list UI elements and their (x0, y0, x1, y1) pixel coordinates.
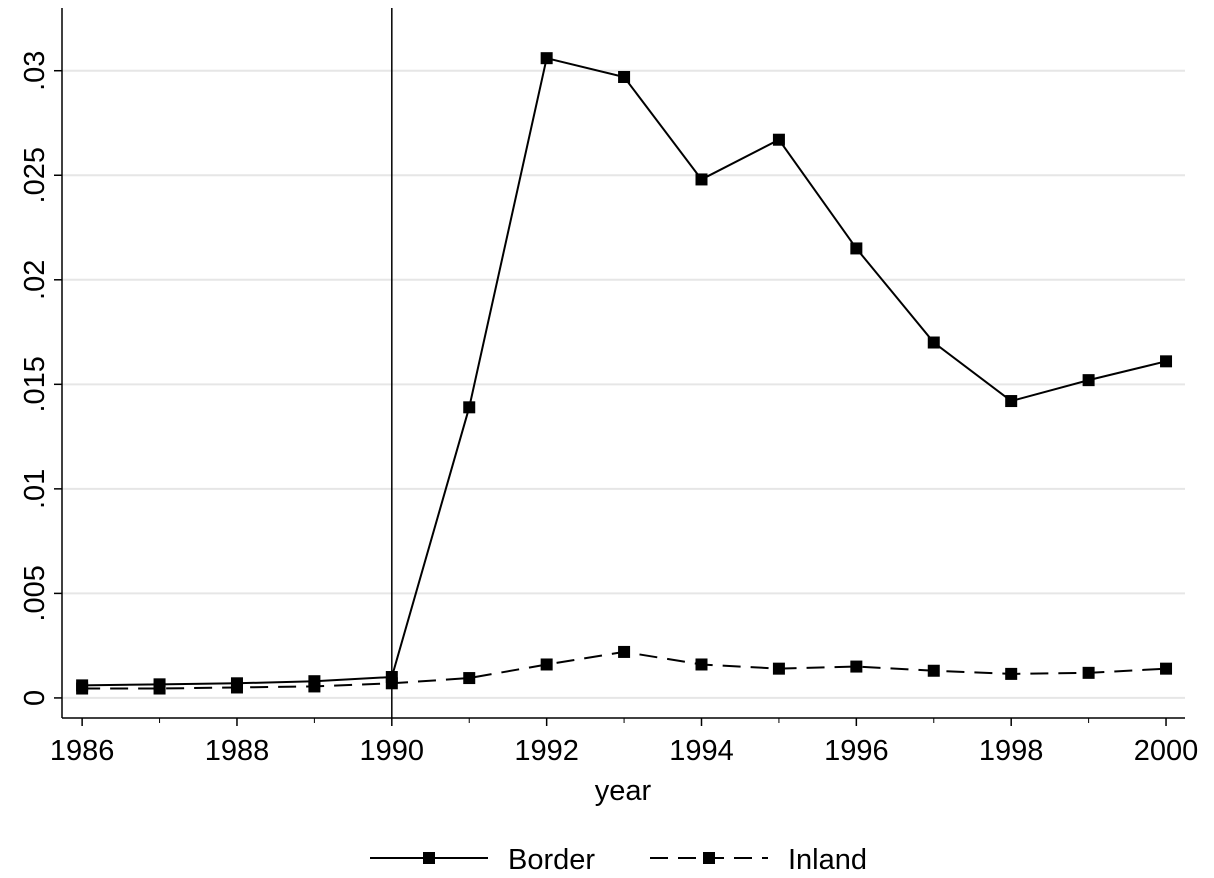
data-point (850, 242, 863, 255)
data-point (1082, 666, 1095, 679)
legend-marker (423, 852, 435, 864)
legend-label: Border (508, 844, 595, 876)
legend-marker (703, 852, 715, 864)
data-point (230, 681, 243, 694)
y-tick-label: .03 (19, 51, 51, 91)
x-tick-label: 1988 (205, 735, 270, 767)
y-tick-label: .01 (19, 469, 51, 509)
x-tick-label: 1986 (50, 735, 115, 767)
y-tick-label: .025 (19, 147, 51, 203)
data-point (772, 662, 785, 675)
x-axis-label: year (595, 775, 652, 807)
data-point (850, 660, 863, 673)
data-point (463, 401, 476, 414)
data-point (540, 52, 553, 65)
data-point (1160, 662, 1173, 675)
data-point (1005, 395, 1018, 408)
y-tick-label: 0 (19, 690, 51, 706)
data-point (153, 682, 166, 695)
legend-label: Inland (788, 844, 867, 876)
data-point (1005, 667, 1018, 680)
data-point (927, 336, 940, 349)
data-point (540, 658, 553, 671)
data-point (695, 173, 708, 186)
data-point (1160, 355, 1173, 368)
data-point (695, 658, 708, 671)
x-tick-label: 1990 (360, 735, 425, 767)
series-line (82, 56, 1167, 687)
y-tick-label: .02 (19, 260, 51, 300)
data-point (76, 682, 89, 695)
data-point (1082, 374, 1095, 387)
x-tick-label: 1998 (979, 735, 1044, 767)
data-point (618, 645, 631, 658)
data-point (618, 70, 631, 83)
data-point (385, 677, 398, 690)
x-tick-label: 1992 (514, 735, 579, 767)
data-point (463, 672, 476, 685)
x-tick-label: 1994 (669, 735, 734, 767)
data-point (772, 133, 785, 146)
y-tick-label: .015 (19, 356, 51, 412)
data-point (927, 664, 940, 677)
data-point (308, 680, 321, 693)
x-tick-label: 1996 (824, 735, 889, 767)
x-tick-label: 2000 (1134, 735, 1199, 767)
y-tick-label: .005 (19, 565, 51, 621)
